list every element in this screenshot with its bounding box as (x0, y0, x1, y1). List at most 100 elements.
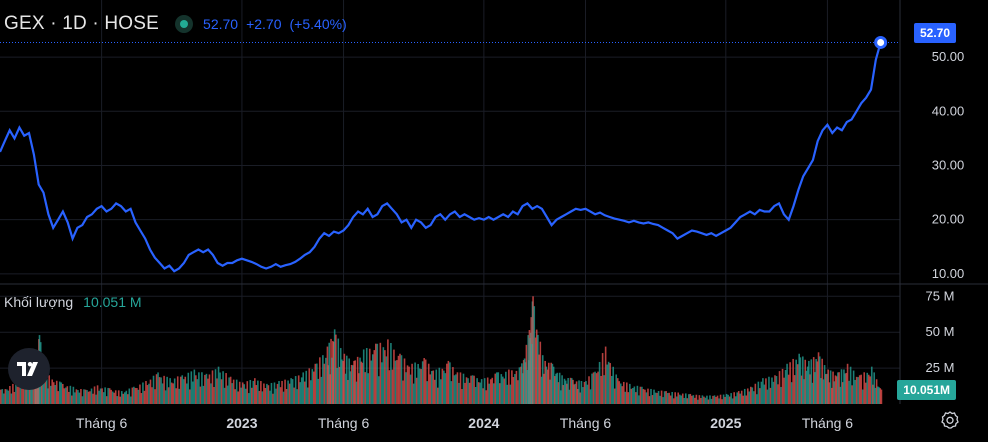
volume-bar (563, 378, 566, 404)
volume-bar (518, 367, 521, 404)
volume-bar (327, 365, 330, 404)
time-tick-label: Tháng 6 (802, 415, 854, 431)
grid-lines (0, 0, 988, 404)
volume-bar (95, 394, 97, 404)
volume-bar (663, 391, 666, 404)
volume-bar (591, 373, 593, 404)
volume-bar (727, 394, 729, 404)
volume-bar (284, 379, 286, 404)
volume-bar (69, 385, 72, 404)
volume-bar (291, 379, 294, 404)
volume-bar (532, 296, 534, 404)
volume-bar (101, 388, 103, 404)
volume-bar (131, 387, 134, 404)
volume-bar (629, 383, 631, 404)
volume-bar (13, 391, 16, 404)
volume-bar (754, 383, 757, 404)
tradingview-logo-icon[interactable] (8, 348, 50, 390)
volume-bar (662, 397, 664, 404)
volume-bar (184, 376, 187, 404)
volume-bar (170, 382, 173, 404)
volume-bar (161, 383, 164, 404)
volume-bar (418, 368, 421, 404)
volume-bar (123, 392, 126, 404)
volume-bar (296, 389, 298, 404)
volume-bar (619, 383, 622, 404)
volume-bar (707, 399, 710, 404)
chart-header: GEX · 1D · HOSE 52.70 +2.70 (+5.40%) (4, 12, 347, 36)
volume-bar (878, 387, 880, 404)
volume-bar (269, 390, 271, 404)
volume-bar (461, 389, 463, 404)
volume-bar (600, 375, 602, 404)
volume-bar (148, 383, 150, 404)
gear-icon[interactable] (940, 410, 960, 430)
volume-bar (12, 383, 14, 404)
volume-bar (772, 381, 775, 404)
volume-bar (582, 387, 584, 404)
volume-bar (149, 379, 152, 404)
volume-bar (427, 363, 430, 404)
volume-bar (455, 374, 457, 404)
volume-bar (777, 384, 779, 404)
volume-bar (329, 374, 331, 404)
quote-values: 52.70 +2.70 (+5.40%) (203, 16, 347, 32)
volume-bar (281, 380, 283, 404)
symbol-title[interactable]: GEX · 1D · HOSE (4, 13, 160, 34)
volume-bar (338, 366, 341, 404)
volume-bar (839, 386, 842, 404)
last-price-marker (874, 35, 888, 49)
volume-bar (128, 388, 131, 404)
volume-bar (443, 370, 445, 404)
volume-bar (594, 371, 596, 404)
volume-bar (505, 371, 507, 404)
volume-bar (561, 375, 563, 404)
volume-bar (558, 372, 561, 404)
volume-bar (799, 357, 802, 404)
volume-bar (216, 378, 218, 404)
volume-bar (716, 395, 719, 404)
volume-bar (829, 370, 832, 404)
volume-bar (309, 380, 312, 404)
market-status-indicator[interactable] (175, 15, 194, 33)
volume-bar (86, 390, 88, 404)
volume-bar (114, 390, 117, 404)
volume-bar (257, 380, 259, 404)
volume-bar (415, 377, 418, 404)
volume-bar (601, 353, 604, 404)
volume-legend[interactable]: Khối lượng 10.051 M (4, 294, 142, 310)
volume-bar (580, 381, 583, 404)
volume-bar (627, 392, 630, 404)
volume-bar (429, 374, 432, 404)
volume-bar (169, 378, 171, 404)
volume-bar (557, 382, 560, 404)
volume-bar (545, 366, 548, 404)
volume-bar (266, 383, 268, 404)
volume-bar (208, 374, 211, 404)
volume-bar (344, 373, 347, 404)
volume-bar (746, 388, 749, 404)
volume-bar (834, 375, 837, 404)
volume-bar (678, 394, 681, 404)
volume-bar (838, 372, 840, 404)
volume-bar (228, 377, 230, 404)
volume-bar (709, 395, 711, 404)
volume-bar (80, 388, 82, 404)
volume-bar (863, 372, 866, 404)
volume-bar (19, 382, 22, 404)
volume-bar (145, 381, 147, 404)
volume-bar (66, 386, 69, 404)
volume-bar (768, 376, 770, 404)
volume-bar (133, 386, 135, 404)
volume-bar (381, 362, 383, 404)
volume-bar (848, 380, 850, 404)
volume-bar (331, 357, 333, 404)
tv-mark (17, 362, 38, 376)
volume-bar (831, 387, 833, 404)
volume-bar (468, 382, 471, 404)
volume-bar (675, 396, 678, 404)
volume-bar (464, 382, 466, 404)
volume-bar (136, 388, 138, 404)
volume-bar (812, 357, 815, 404)
